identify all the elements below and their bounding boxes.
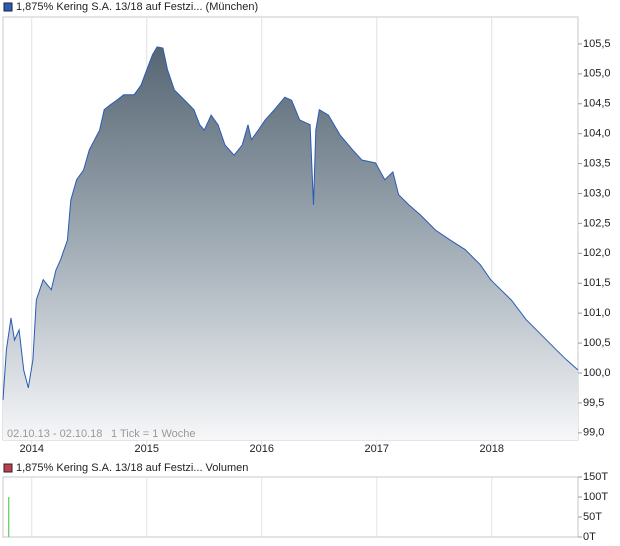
y-tick-label: 100,5 bbox=[583, 337, 611, 349]
y-tick-label: 101,0 bbox=[583, 307, 611, 319]
y-tick-label: 103,0 bbox=[583, 187, 611, 199]
y-tick-label: 101,5 bbox=[583, 277, 611, 289]
y-tick-label: 100T bbox=[583, 491, 608, 503]
price-line bbox=[2, 46, 579, 400]
legend-swatch bbox=[3, 2, 13, 12]
y-tick-label: 150T bbox=[583, 471, 608, 483]
x-tick-label: 2015 bbox=[135, 443, 159, 455]
y-tick-label: 102,5 bbox=[583, 217, 611, 229]
y-tick-label: 0T bbox=[583, 531, 596, 543]
x-tick-label: 2018 bbox=[480, 443, 504, 455]
y-tick-label: 103,5 bbox=[583, 157, 611, 169]
y-tick-label: 99,0 bbox=[583, 427, 604, 439]
y-tick-label: 50T bbox=[583, 511, 602, 523]
x-tick-label: 2014 bbox=[20, 443, 44, 455]
y-tick-label: 102,0 bbox=[583, 247, 611, 259]
plot-frame bbox=[2, 476, 579, 538]
y-tick-label: 105,5 bbox=[583, 38, 611, 50]
y-tick-label: 104,5 bbox=[583, 98, 611, 110]
legend-swatch bbox=[3, 463, 13, 473]
y-tick-label: 100,0 bbox=[583, 367, 611, 379]
y-tick-label: 105,0 bbox=[583, 68, 611, 80]
volume-bar bbox=[8, 497, 10, 537]
y-tick-label: 104,0 bbox=[583, 128, 611, 140]
legend-label: 1,875% Kering S.A. 13/18 auf Festzi... V… bbox=[16, 462, 248, 474]
y-tick-label: 99,5 bbox=[583, 397, 604, 409]
x-tick-label: 2017 bbox=[365, 443, 389, 455]
legend-label: 1,875% Kering S.A. 13/18 auf Festzi... (… bbox=[16, 1, 258, 13]
annotation: 1 Tick = 1 Woche bbox=[111, 428, 195, 440]
area-fill bbox=[3, 46, 578, 441]
annotation: 02.10.13 - 02.10.18 bbox=[7, 428, 102, 440]
x-tick-label: 2016 bbox=[250, 443, 274, 455]
